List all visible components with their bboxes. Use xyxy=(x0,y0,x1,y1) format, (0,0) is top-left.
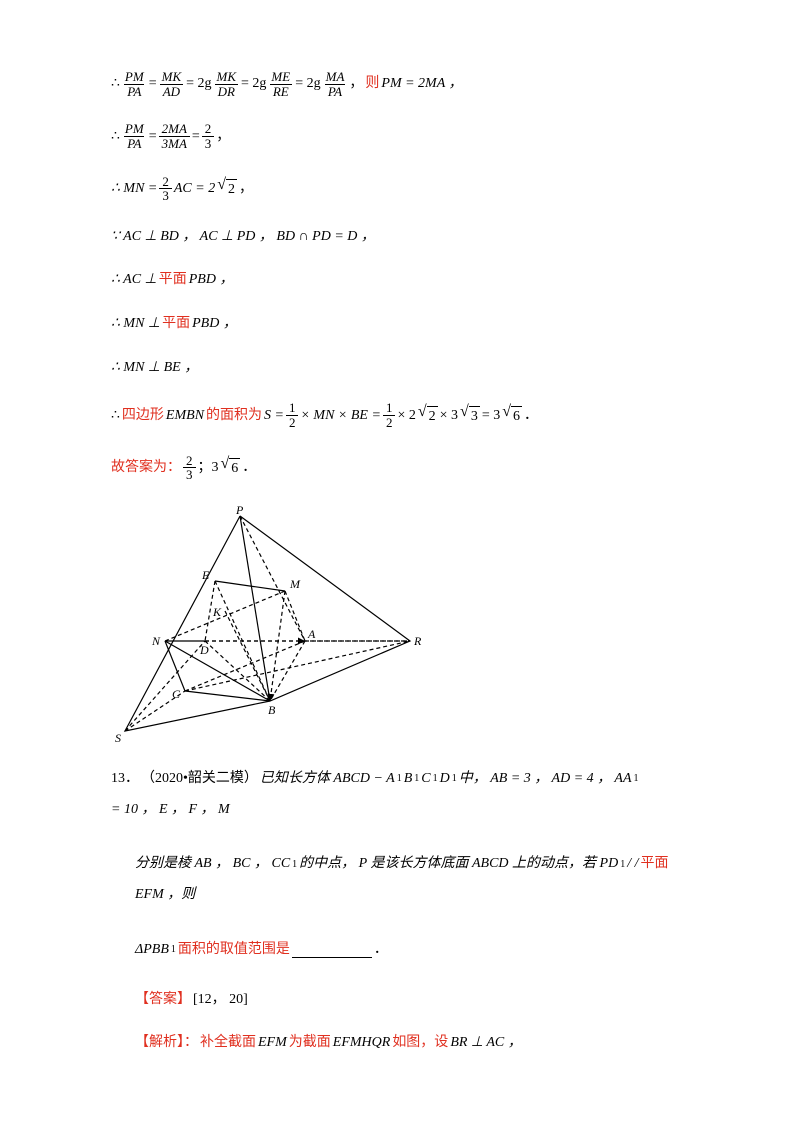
svg-text:K: K xyxy=(212,605,222,619)
svg-text:A: A xyxy=(307,627,316,641)
answer-line: 【答案】 [12， 20] xyxy=(134,990,704,1010)
line-4: ∵ AC ⊥ BD ， AC ⊥ PD ， BD ∩ PD = D ， xyxy=(110,227,704,247)
svg-text:D: D xyxy=(199,643,209,657)
line-7: ∴ MN ⊥ BE ， xyxy=(110,358,704,378)
svg-text:R: R xyxy=(413,634,422,648)
solution-line: 【解析】： 补全截面 EFM 为截面 EFMHQR 如图，设 BR ⊥ AC ， xyxy=(134,1033,704,1053)
sqrt-icon: √2 xyxy=(217,177,237,200)
line-6: ∴ MN ⊥ 平面 PBD ， xyxy=(110,314,704,334)
svg-text:E: E xyxy=(201,568,210,582)
problem-13: 13． （2020•韶关二模） 已知长方体 ABCD − A1 B1 C1 D1… xyxy=(110,764,704,1053)
svg-text:N: N xyxy=(151,634,161,648)
svg-text:C: C xyxy=(172,687,181,701)
svg-text:S: S xyxy=(115,731,121,745)
line-9: 故答案为： 23 ；3 √6 ． xyxy=(110,454,704,482)
geometry-diagram: P E M K N D A R C B S xyxy=(110,506,704,756)
svg-text:P: P xyxy=(235,506,244,517)
blank-underline xyxy=(292,943,372,958)
line-8: ∴ 四边形 EMBN 的面积为 S = 12 × MN × BE = 12 × … xyxy=(110,401,704,429)
line-2: ∴ PMPA = 2MA3MA = 23 ， xyxy=(110,122,704,150)
svg-text:B: B xyxy=(268,703,276,717)
therefore: ∴ xyxy=(111,74,120,94)
line-3: ∴ MN = 23 AC = 2 √2 ， xyxy=(110,175,704,203)
svg-text:M: M xyxy=(289,577,301,591)
line-1: ∴ PMPA = MKAD = 2g MKDR = 2g MERE = 2g M… xyxy=(110,70,704,98)
line-5: ∴ AC ⊥ 平面 PBD ， xyxy=(110,270,704,290)
